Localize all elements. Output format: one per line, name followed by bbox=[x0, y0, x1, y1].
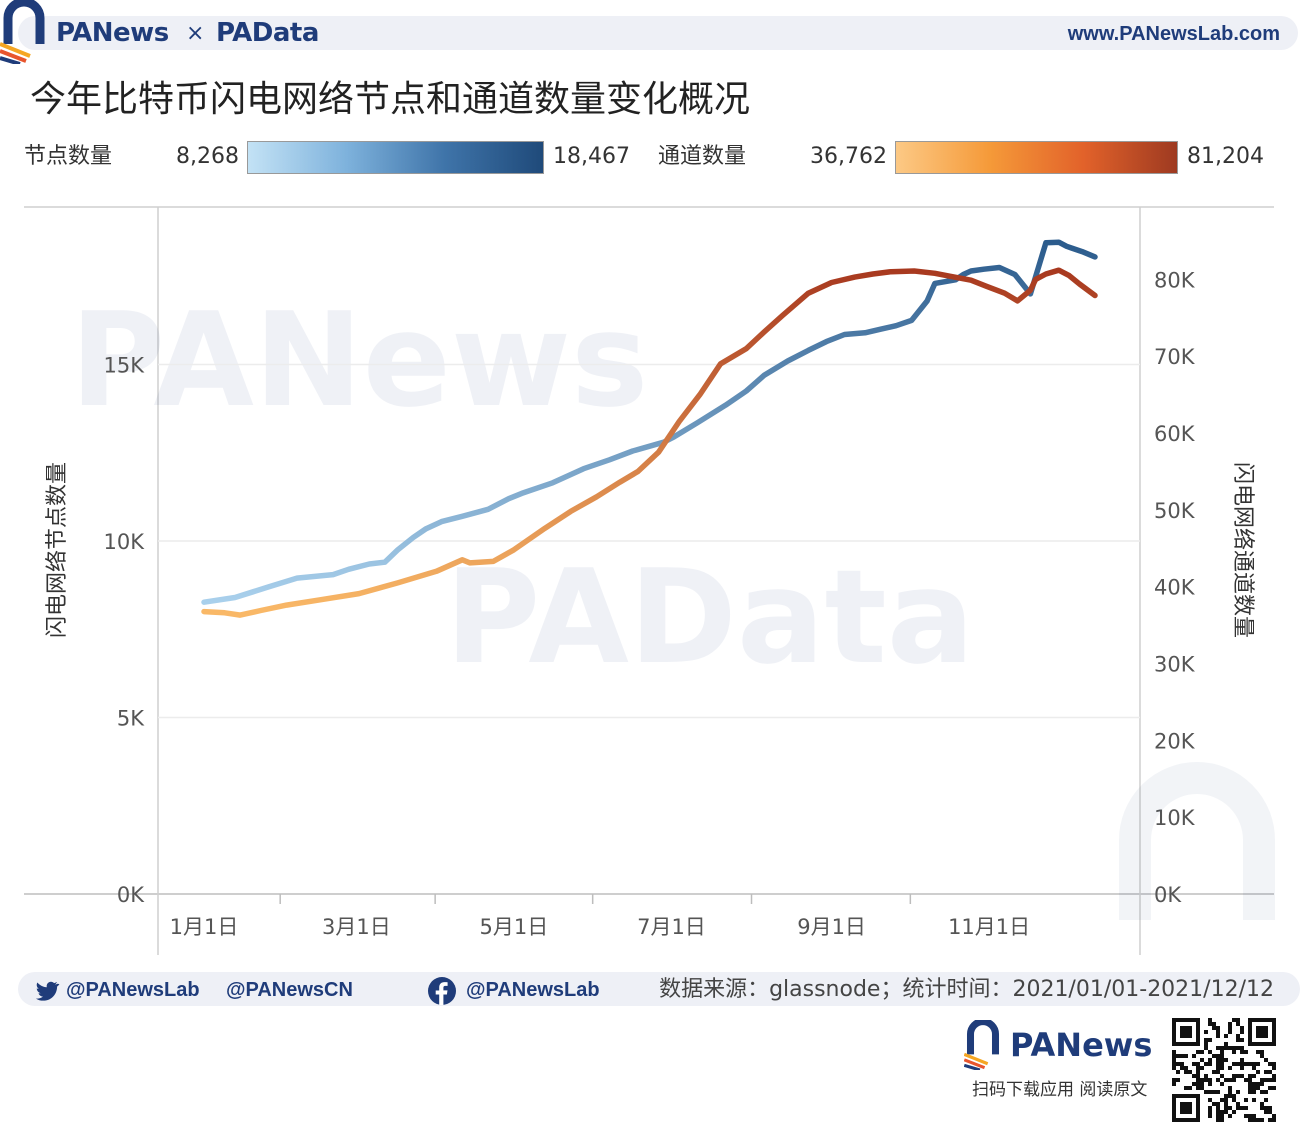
legend-nodes-max: 18,467 bbox=[553, 144, 630, 169]
y-right-tick-label: 0K bbox=[1154, 883, 1182, 907]
series-lines bbox=[201, 239, 1098, 618]
y-left-tick-label: 0K bbox=[117, 883, 145, 907]
y-right-tick-label: 80K bbox=[1154, 268, 1196, 292]
qr-code-icon[interactable] bbox=[1172, 1018, 1276, 1122]
panews-logo-icon bbox=[0, 0, 45, 64]
y-right-tick-label: 10K bbox=[1154, 806, 1196, 830]
watermark-padata: PAData bbox=[445, 541, 974, 693]
x-tick-label: 3月1日 bbox=[322, 915, 391, 939]
line-chart: PANews PAData 0K 5K 10K 15K 0K 10K 20K 30K 40K 50… bbox=[24, 206, 1275, 955]
series-line-channels bbox=[201, 267, 1098, 618]
footer-pill bbox=[18, 972, 1300, 1006]
legend-channels-gradient bbox=[895, 141, 1178, 174]
twitter-icon bbox=[35, 981, 60, 1001]
legend-nodes-min: 8,268 bbox=[176, 144, 239, 169]
bottom-subtitle: 扫码下载应用 阅读原文 bbox=[972, 1080, 1148, 1100]
y-right-tick-label: 60K bbox=[1154, 422, 1196, 446]
y-right-tick-label: 40K bbox=[1154, 576, 1196, 600]
y-axis-right-label: 闪电网络通道数量 bbox=[1230, 462, 1255, 638]
brand-panews: PANews bbox=[56, 18, 169, 48]
y-left-tick-label: 10K bbox=[104, 530, 146, 554]
y-right-tick-label: 30K bbox=[1154, 653, 1196, 677]
header-bar: PANews × PAData www.PANewsLab.com bbox=[0, 14, 1300, 52]
x-tick-label: 7月1日 bbox=[637, 915, 706, 939]
x-tick-label: 11月1日 bbox=[948, 915, 1030, 939]
twitter-handle-2[interactable]: @PANewsCN bbox=[226, 979, 353, 1001]
x-tick-label: 1月1日 bbox=[170, 915, 239, 939]
x-tick-label: 5月1日 bbox=[480, 915, 549, 939]
brand-separator: × bbox=[186, 21, 205, 46]
y-left-tick-label: 15K bbox=[104, 354, 146, 378]
y-right-tick-label: 50K bbox=[1154, 499, 1196, 523]
facebook-icon bbox=[428, 977, 456, 1005]
watermark-logo-icon bbox=[1119, 762, 1275, 920]
facebook-handle[interactable]: @PANewsLab bbox=[466, 979, 600, 1001]
x-tick-label: 9月1日 bbox=[797, 915, 866, 939]
bottom-brand-text: PANews bbox=[1010, 1026, 1153, 1064]
y-axis-left-label: 闪电网络节点数量 bbox=[45, 462, 70, 638]
site-url[interactable]: www.PANewsLab.com bbox=[1067, 23, 1280, 45]
legend-nodes-label: 节点数量 bbox=[24, 144, 113, 169]
y-left-tick-label: 5K bbox=[117, 707, 145, 731]
page-title: 今年比特币闪电网络节点和通道数量变化概况 bbox=[30, 79, 751, 120]
legend-nodes-gradient bbox=[247, 141, 544, 174]
chart-frame bbox=[24, 206, 1274, 955]
legend-channels-label: 通道数量 bbox=[658, 144, 747, 169]
legend-channels-min: 36,762 bbox=[810, 144, 887, 169]
watermark-group: PANews PAData bbox=[70, 284, 974, 693]
twitter-handle-1[interactable]: @PANewsLab bbox=[66, 979, 200, 1001]
legend-channels-max: 81,204 bbox=[1187, 144, 1264, 169]
series-line-nodes bbox=[201, 239, 1098, 605]
tick-labels: 0K 5K 10K 15K 0K 10K 20K 30K 40K 50K 60K 70K 80K 1月1日… bbox=[104, 268, 1196, 939]
watermark-panews: PANews bbox=[70, 284, 648, 436]
data-source-note: 数据来源：glassnode；统计时间：2021/01/01-2021/12/1… bbox=[659, 977, 1274, 1002]
header-pill bbox=[18, 16, 1298, 50]
y-right-tick-label: 70K bbox=[1154, 345, 1196, 369]
gridlines bbox=[158, 363, 1140, 719]
panews-bottom-logo-icon bbox=[964, 1020, 1000, 1070]
brand-padata: PAData bbox=[216, 18, 319, 48]
y-right-tick-label: 20K bbox=[1154, 729, 1196, 753]
